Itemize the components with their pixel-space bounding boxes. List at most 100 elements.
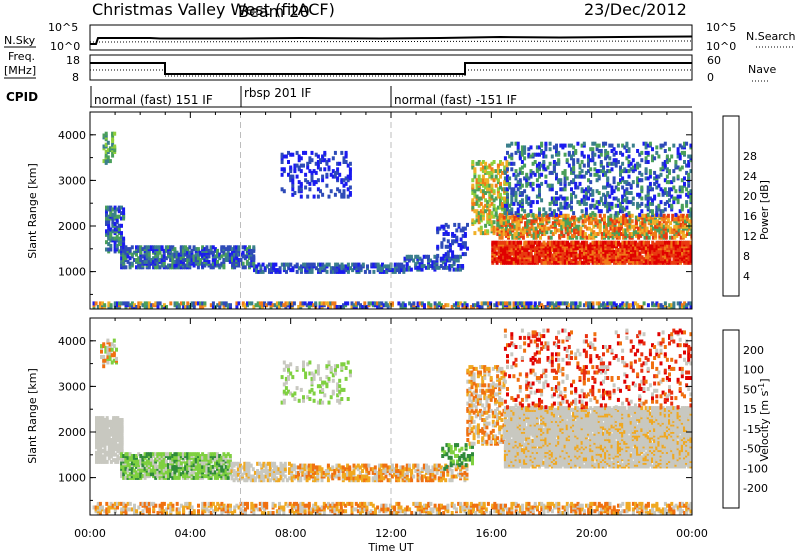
power-cell [147, 301, 151, 306]
power-cell [253, 268, 256, 273]
velocity-cell [139, 461, 143, 466]
power-cell [540, 198, 544, 203]
power-cell [519, 213, 523, 218]
power-cell [589, 172, 593, 177]
power-cell [612, 176, 616, 181]
power-cell [491, 240, 495, 245]
power-cell [400, 262, 404, 267]
power-cell [355, 262, 359, 267]
power-cell [416, 260, 420, 265]
power-cell [301, 301, 305, 306]
power-cell [623, 167, 627, 172]
power-cell [344, 264, 348, 269]
power-cell [124, 265, 128, 270]
power-cell [653, 248, 657, 252]
velocity-cell [112, 427, 116, 432]
power-cell [663, 163, 667, 168]
power-cell [595, 178, 599, 183]
power-cell [113, 144, 117, 149]
velocity-cell [104, 349, 108, 354]
power-cell [604, 198, 608, 203]
power-cell [444, 254, 448, 259]
power-cell [357, 266, 361, 271]
power-cell [454, 258, 458, 263]
power-cell [534, 240, 537, 245]
power-cell [476, 301, 480, 306]
power-cell [610, 301, 614, 306]
power-cell [644, 246, 648, 251]
power-cell [517, 219, 521, 224]
power-cell [559, 246, 563, 251]
power-cell [504, 255, 508, 260]
power-cell [479, 178, 483, 183]
power-cell [308, 187, 312, 192]
power-cell [220, 245, 224, 250]
power-cell [472, 303, 475, 308]
power-cell [378, 268, 382, 273]
power-cell [344, 268, 348, 273]
power-cell [611, 235, 615, 240]
power-cell [156, 261, 160, 266]
power-cell [625, 149, 629, 153]
power-cell [600, 235, 604, 240]
power-cell [517, 232, 521, 236]
power-cell [280, 301, 284, 306]
power-cell [331, 169, 335, 174]
power-cell [687, 172, 691, 177]
power-cell [130, 305, 134, 309]
velocity-cell [149, 452, 153, 457]
power-cell [448, 256, 452, 261]
power-cell [124, 256, 128, 261]
power-cell [634, 246, 638, 251]
power-cell [128, 303, 132, 308]
nsky-label: N.Sky [4, 34, 36, 47]
power-cell [289, 174, 293, 179]
power-cell [632, 230, 636, 235]
power-cell [686, 217, 690, 222]
power-cell [648, 181, 652, 186]
power-cell [459, 254, 462, 259]
power-cell [595, 240, 599, 245]
power-cell [617, 240, 621, 245]
power-cell [414, 262, 418, 267]
power-cell [312, 180, 316, 185]
power-cell [644, 240, 648, 245]
power-cell [595, 244, 599, 249]
power-cell [606, 154, 610, 159]
power-cell [132, 258, 136, 262]
velocity-cell [102, 342, 106, 347]
power-cell [639, 233, 643, 238]
power-cell [596, 232, 600, 236]
power-cell [599, 169, 603, 174]
velocity-cell [114, 438, 118, 442]
power-cell [689, 240, 692, 245]
power-cell [116, 301, 119, 306]
velocity-cell [102, 355, 106, 359]
power-cell [120, 256, 124, 261]
power-cell [510, 187, 514, 192]
power-cell [448, 264, 452, 268]
power-cell [550, 211, 554, 216]
power-cell [593, 240, 597, 245]
power-cell [459, 243, 463, 247]
power-cell [652, 219, 655, 224]
power-cell [531, 305, 535, 309]
power-cell [542, 253, 546, 258]
power-cell [325, 160, 329, 164]
velocity-cell [100, 344, 103, 349]
power-cell [98, 301, 102, 306]
power-cell [589, 242, 593, 247]
power-cell [576, 185, 580, 190]
power-cell [94, 301, 98, 306]
power-cell [585, 235, 589, 240]
power-cell [158, 245, 162, 250]
power-cell [627, 240, 631, 245]
power-cell [299, 301, 303, 306]
power-cell [606, 209, 610, 214]
power-cell [617, 235, 621, 240]
power-cell [498, 230, 502, 235]
power-cell [647, 235, 651, 240]
power-cell [446, 232, 450, 236]
power-cell [510, 161, 514, 166]
power-cell [553, 240, 557, 245]
